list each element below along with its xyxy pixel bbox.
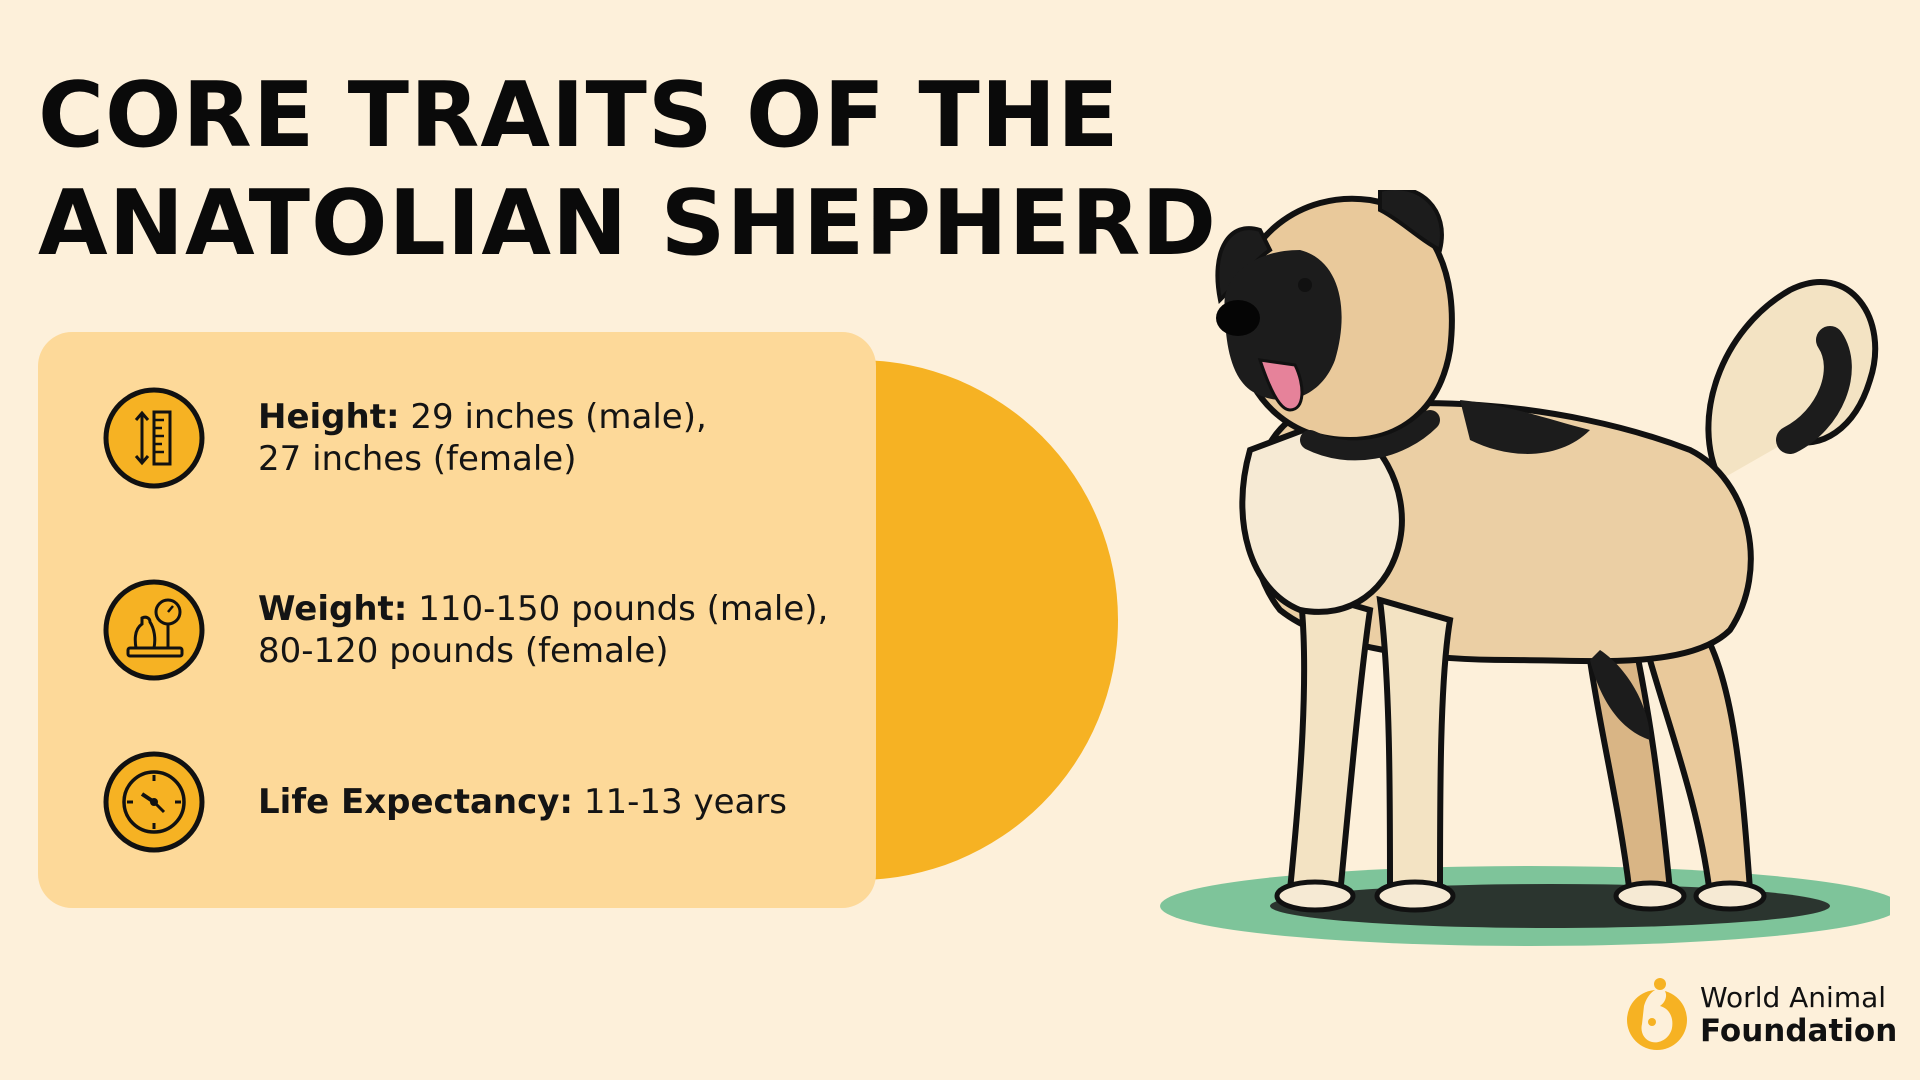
trait-weight-value-2: 80-120 pounds (female) [258, 631, 669, 671]
trait-life-expectancy: Life Expectancy: 11-13 years [102, 750, 787, 854]
trait-height: Height: 29 inches (male), 27 inches (fem… [102, 386, 707, 490]
logo-text: World Animal Foundation [1700, 981, 1898, 1049]
trait-height-value-2: 27 inches (female) [258, 439, 577, 479]
trait-height-value-1: 29 inches (male), [410, 397, 707, 437]
trait-life-expectancy-text: Life Expectancy: 11-13 years [258, 781, 787, 823]
clock-icon [102, 750, 206, 854]
trait-life-expectancy-value: 11-13 years [583, 782, 788, 822]
title-line-2: ANATOLIAN SHEPHERD [38, 171, 1218, 276]
world-animal-foundation-logo-icon [1624, 976, 1690, 1054]
anatolian-shepherd-dog-illustration [1130, 190, 1890, 970]
trait-life-expectancy-label: Life Expectancy: [258, 782, 574, 822]
trait-height-label: Height: [258, 397, 400, 437]
weight-scale-icon [102, 578, 206, 682]
logo-line-1: World Animal [1700, 981, 1887, 1014]
page-title: CORE TRAITS OF THE ANATOLIAN SHEPHERD [38, 62, 1217, 278]
trait-weight-value-1: 110-150 pounds (male), [418, 589, 829, 629]
world-animal-foundation-logo: World Animal Foundation [1624, 976, 1897, 1054]
height-ruler-icon [102, 386, 206, 490]
trait-weight-label: Weight: [258, 589, 408, 629]
trait-weight-text: Weight: 110-150 pounds (male), 80-120 po… [258, 588, 828, 672]
trait-weight: Weight: 110-150 pounds (male), 80-120 po… [102, 578, 828, 682]
logo-line-2: Foundation [1700, 1013, 1898, 1049]
title-line-1: CORE TRAITS OF THE [38, 63, 1120, 168]
trait-height-text: Height: 29 inches (male), 27 inches (fem… [258, 396, 707, 480]
traits-card: Height: 29 inches (male), 27 inches (fem… [38, 332, 876, 908]
